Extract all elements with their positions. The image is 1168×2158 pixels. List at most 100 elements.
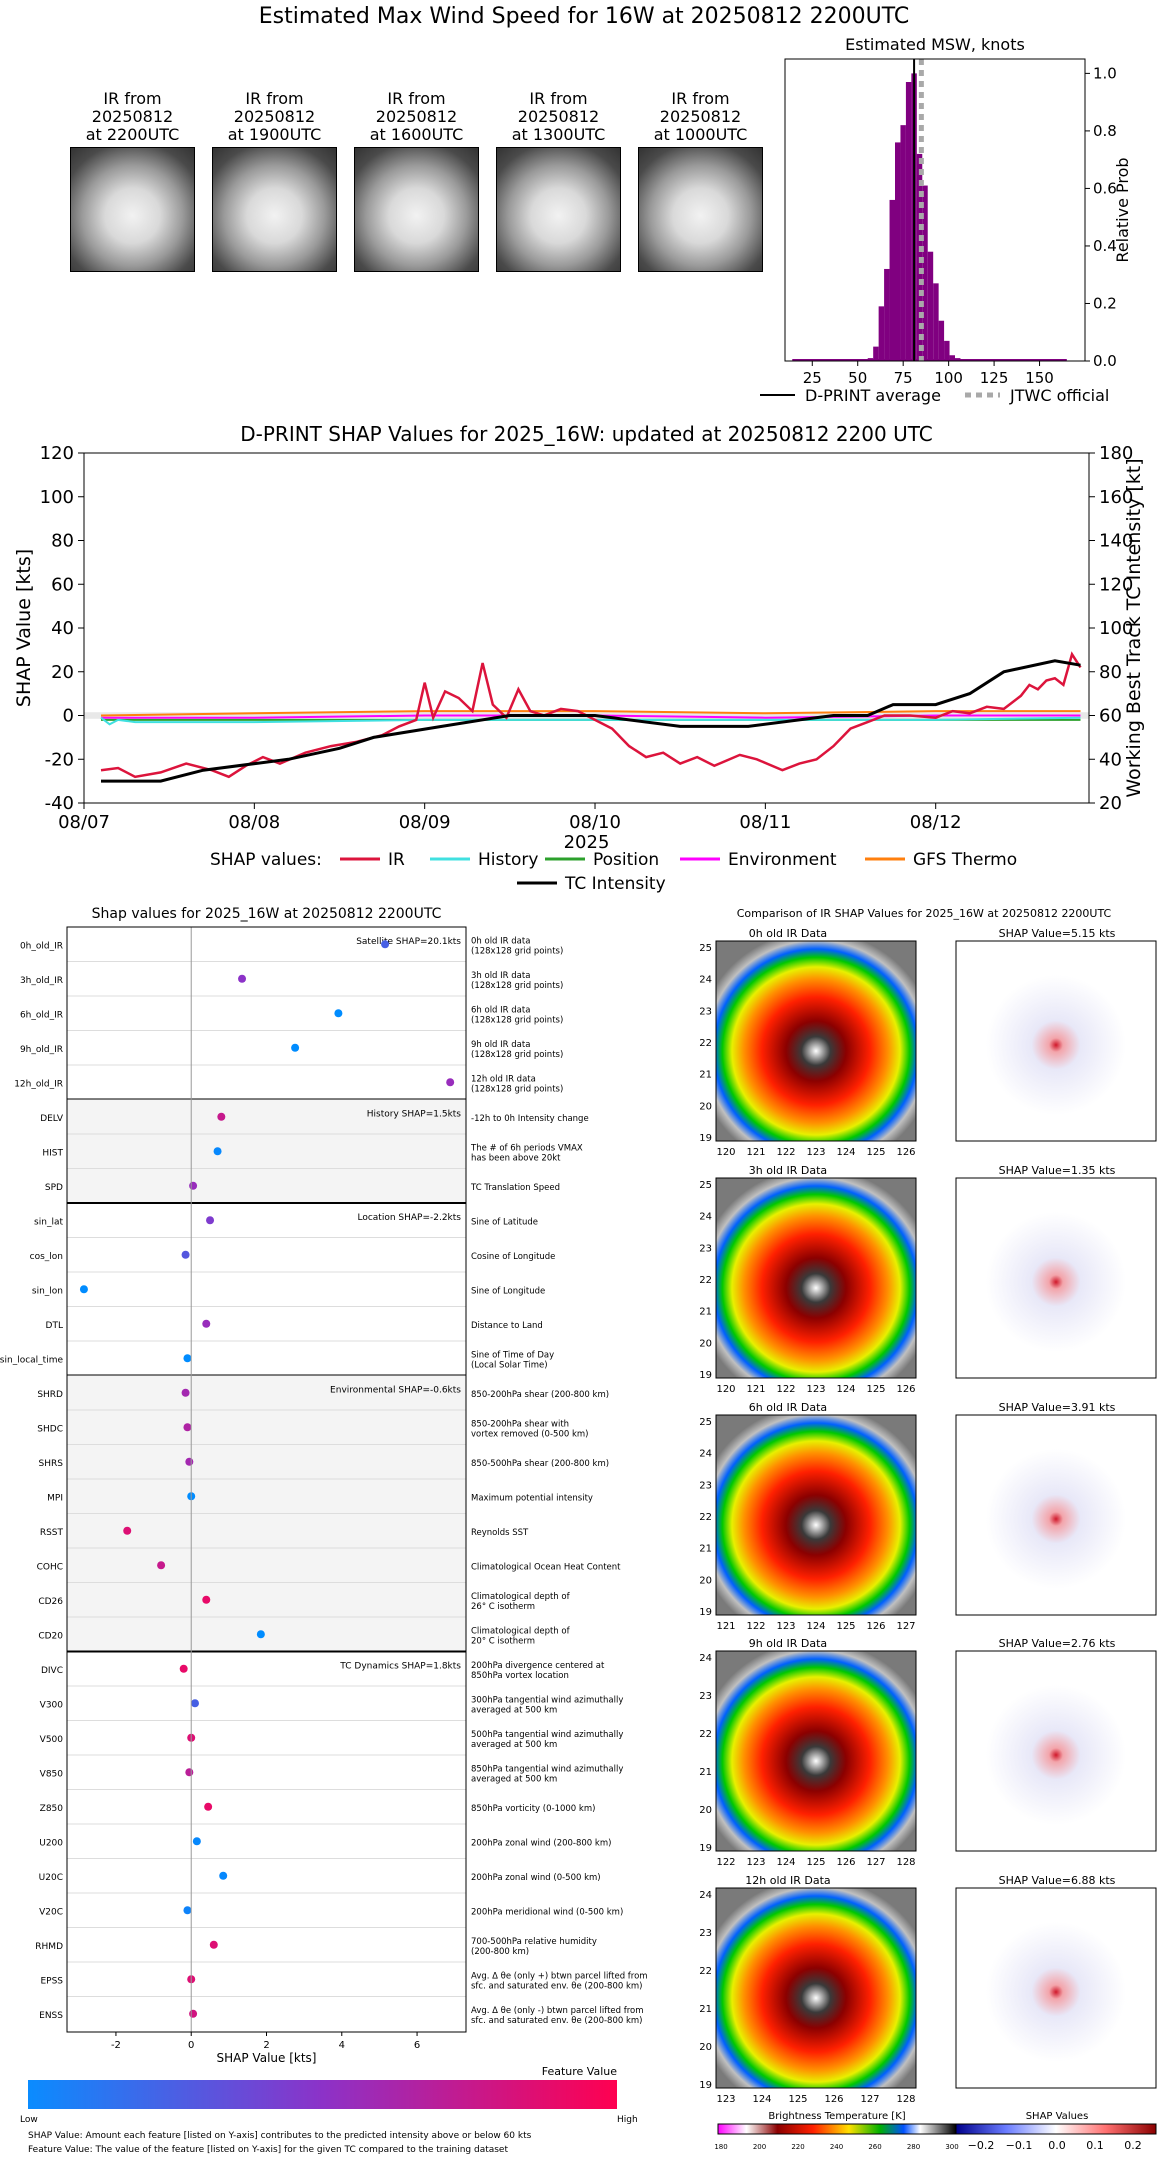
y2-tick-label: 160 bbox=[1099, 487, 1133, 508]
feature-description: Distance to Land bbox=[471, 1321, 543, 1331]
colorbar-high-label: High bbox=[617, 2115, 638, 2125]
feature-description: (128x128 grid points) bbox=[471, 1015, 563, 1025]
feature-description: sfc. and saturated env. θe (200-800 km) bbox=[471, 2016, 643, 2026]
ir-y-tick-label: 21 bbox=[699, 1767, 712, 1778]
feature-name: DTL bbox=[46, 1321, 63, 1331]
shap-image bbox=[955, 1887, 1157, 2089]
ir-y-tick-label: 22 bbox=[699, 1275, 712, 1286]
ir-y-tick-label: 24 bbox=[699, 1890, 712, 1901]
caption-line: IR from bbox=[387, 89, 446, 108]
ir-x-tick-label: 123 bbox=[746, 1857, 765, 1868]
ir-y-tick-label: 20 bbox=[699, 1575, 712, 1586]
ir-x-tick-label: 128 bbox=[896, 2094, 915, 2105]
feature-point bbox=[202, 1319, 211, 1328]
y2-tick-label: 80 bbox=[1099, 662, 1122, 683]
bt-tick-label: 240 bbox=[830, 2143, 843, 2151]
feature-name: V500 bbox=[40, 1735, 64, 1745]
histogram-bar bbox=[927, 251, 934, 361]
legend-dprint-label: D-PRINT average bbox=[805, 386, 941, 405]
bt-colorbar bbox=[717, 2123, 957, 2135]
feature-name: EPSS bbox=[40, 1976, 63, 1986]
ir-y-tick-label: 24 bbox=[699, 975, 712, 986]
bt-tick-label: 280 bbox=[907, 2143, 920, 2151]
feature-description: 500hPa tangential wind azimuthally bbox=[471, 1730, 623, 1740]
ir-image bbox=[715, 1414, 917, 1616]
y-tick-label: -20 bbox=[45, 749, 74, 770]
bt-tick-label: 260 bbox=[868, 2143, 881, 2151]
feature-chart-title: Shap values for 2025_16W at 20250812 220… bbox=[92, 906, 442, 922]
page-title: Estimated Max Wind Speed for 16W at 2025… bbox=[258, 4, 910, 29]
y2-tick-label: 60 bbox=[1099, 706, 1122, 727]
feature-shap-chart: Shap values for 2025_16W at 20250812 220… bbox=[0, 906, 648, 2155]
feature-point bbox=[291, 1043, 300, 1052]
histogram-bar bbox=[933, 283, 939, 361]
feature-name: COHC bbox=[37, 1562, 63, 1572]
caption-line: IR from bbox=[671, 89, 730, 108]
feature-point bbox=[190, 1699, 199, 1708]
shap-colorbar bbox=[955, 2123, 1157, 2135]
feature-description: 850-200hPa shear (200-800 km) bbox=[471, 1390, 609, 1400]
histogram-bar bbox=[873, 346, 879, 361]
legend-label: GFS Thermo bbox=[913, 850, 1017, 870]
group-label: TC Dynamics SHAP=1.8kts bbox=[339, 1662, 461, 1672]
histogram-bar bbox=[889, 199, 895, 361]
footnote: SHAP Value: Amount each feature [listed … bbox=[28, 2131, 532, 2141]
feature-description: 26° C isotherm bbox=[471, 1602, 535, 1612]
footnote: Feature Value: The value of the feature … bbox=[28, 2145, 508, 2155]
ir-x-tick-label: 121 bbox=[716, 1621, 735, 1632]
ir-thumbnail-caption: IR from 20250812 at 2200UTC bbox=[60, 90, 205, 144]
y2-tick-label: 100 bbox=[1099, 618, 1133, 639]
ir-y-tick-label: 21 bbox=[699, 1544, 712, 1555]
feature-name: MPI bbox=[47, 1493, 63, 1503]
y-tick-label: 1.0 bbox=[1093, 64, 1117, 82]
feature-description: (128x128 grid points) bbox=[471, 946, 563, 956]
ir-x-tick-label: 121 bbox=[746, 1384, 765, 1395]
x-tick-label: 150 bbox=[1025, 369, 1054, 387]
histogram-bar bbox=[884, 268, 890, 361]
x-tick-label: 08/07 bbox=[58, 812, 110, 833]
feature-name: sin_local_time bbox=[0, 1355, 63, 1365]
feature-point bbox=[202, 1595, 211, 1604]
feature-description: Sine of Time of Day bbox=[471, 1350, 554, 1360]
ir-x-tick-label: 127 bbox=[866, 1857, 885, 1868]
feature-point bbox=[217, 1112, 226, 1121]
ir-thumbnail-caption: IR from 20250812 at 1900UTC bbox=[202, 90, 347, 144]
ir-image bbox=[715, 1177, 917, 1379]
feature-description: (128x128 grid points) bbox=[471, 1084, 563, 1094]
x-tick-label: 4 bbox=[339, 2040, 345, 2051]
feature-description: 300hPa tangential wind azimuthally bbox=[471, 1695, 623, 1705]
y-tick-label: 0.8 bbox=[1093, 122, 1117, 140]
feature-point bbox=[238, 974, 247, 983]
histogram-bar bbox=[900, 125, 906, 362]
ir-x-tick-label: 124 bbox=[776, 1857, 795, 1868]
ir-y-tick-label: 19 bbox=[699, 1133, 712, 1144]
ir-comparison-panel: Comparison of IR SHAP Values for 2025_16… bbox=[699, 907, 1157, 2152]
ir-x-tick-label: 127 bbox=[860, 2094, 879, 2105]
feature-name: cos_lon bbox=[30, 1252, 63, 1262]
feature-name: V300 bbox=[40, 1700, 64, 1710]
shap-colorbar-title: SHAP Values bbox=[1026, 2111, 1089, 2122]
group-label: Satellite SHAP=20.1kts bbox=[356, 937, 461, 947]
plot-frame bbox=[784, 58, 1086, 362]
ir-image bbox=[715, 1887, 917, 2089]
feature-description: Climatological Ocean Heat Content bbox=[471, 1562, 621, 1572]
feature-colorbar-title: Feature Value bbox=[542, 2065, 618, 2078]
feature-point bbox=[209, 1940, 218, 1949]
ir-thumbnail-image bbox=[354, 147, 479, 272]
caption-line: IR from bbox=[529, 89, 588, 108]
bt-tick-label: 300 bbox=[945, 2143, 958, 2151]
feature-colorbar bbox=[28, 2080, 617, 2109]
ir-x-tick-label: 123 bbox=[716, 2094, 735, 2105]
y-tick-label: 0.6 bbox=[1093, 179, 1117, 197]
feature-description: 200hPa divergence centered at bbox=[471, 1661, 605, 1671]
caption-line: IR from bbox=[103, 89, 162, 108]
series-line-history bbox=[100, 716, 1081, 726]
x-axis-label: SHAP Value [kts] bbox=[217, 2051, 317, 2065]
ir-thumbnail-image bbox=[70, 147, 195, 272]
feature-description: 9h old IR data bbox=[471, 1040, 530, 1050]
histogram-bar bbox=[895, 142, 901, 361]
histogram-bar bbox=[938, 320, 945, 361]
caption-line: at 1300UTC bbox=[511, 125, 606, 144]
x-tick-label: 08/12 bbox=[910, 812, 962, 833]
feature-description: 850hPa tangential wind azimuthally bbox=[471, 1764, 623, 1774]
